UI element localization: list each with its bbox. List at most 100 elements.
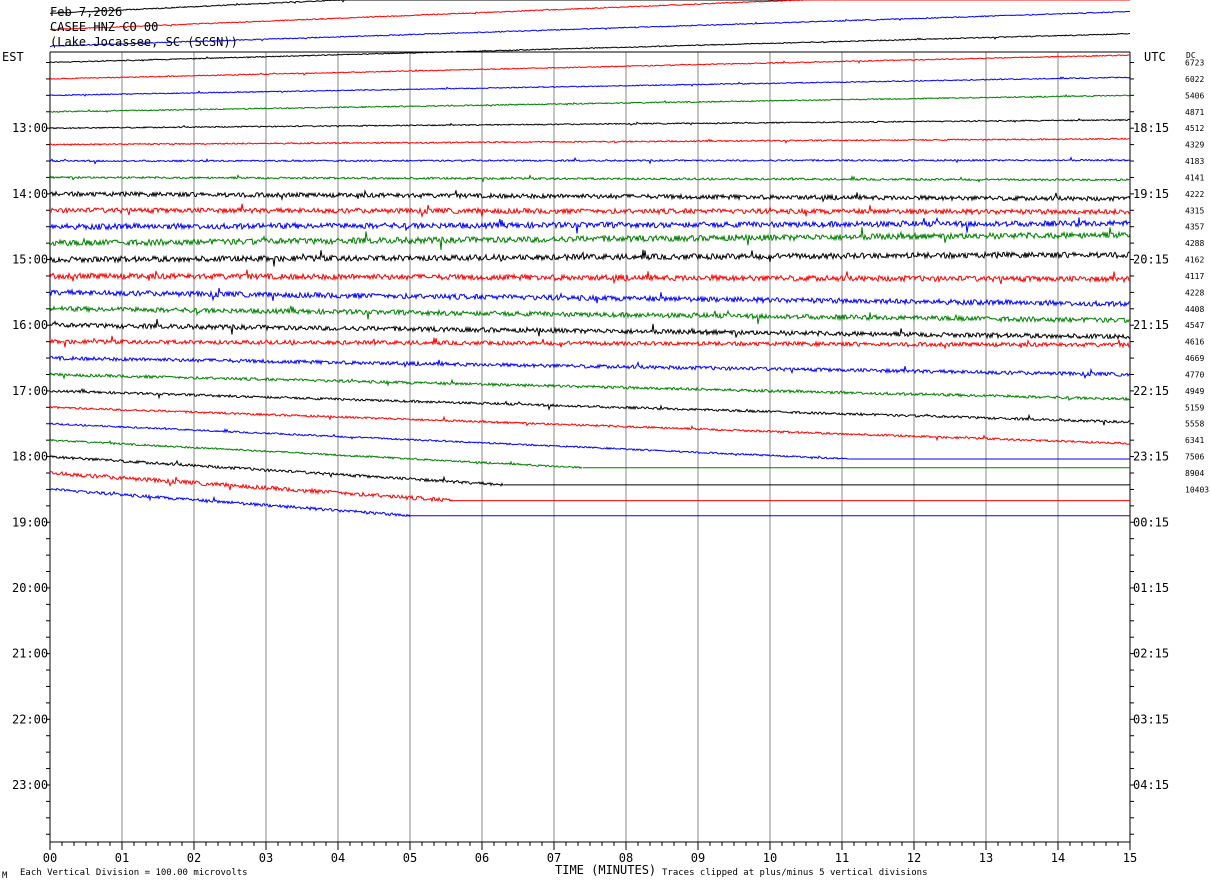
left-hour-label: 16:00 <box>12 318 48 332</box>
left-hour-label: 21:00 <box>12 647 48 661</box>
minute-tick-label: 09 <box>691 851 705 865</box>
dc-offset-label: 4329 <box>1185 141 1204 150</box>
left-hour-label: 23:00 <box>12 778 48 792</box>
right-timezone-label: UTC <box>1144 50 1166 64</box>
dc-offset-label: 6723 <box>1185 59 1204 68</box>
dc-offset-label: 4770 <box>1185 370 1204 379</box>
minute-tick-label: 05 <box>403 851 417 865</box>
minute-grid <box>121 52 1059 842</box>
right-hour-label: 21:15 <box>1133 318 1169 332</box>
trace-row-0 <box>49 32 1131 64</box>
right-hour-label: 23:15 <box>1133 450 1169 464</box>
dc-offset-label: 4408 <box>1185 305 1204 314</box>
dc-offset-label: 4141 <box>1185 173 1204 182</box>
right-hour-labels: 18:15 19:15 20:15 21:15 22:15 23:15 00:15 01:15… <box>1133 121 1169 792</box>
left-hour-label: 18:00 <box>12 450 48 464</box>
left-hour-label: 17:00 <box>12 384 48 398</box>
trace-row-16 <box>49 319 1131 341</box>
dc-offset-label: 5406 <box>1185 91 1204 100</box>
dc-offset-label: 4669 <box>1185 354 1204 363</box>
dc-offset-label: 5558 <box>1185 420 1204 429</box>
trace-row-11 <box>49 226 1131 250</box>
minute-tick-label: 04 <box>331 851 345 865</box>
left-hour-label: 13:00 <box>12 121 48 135</box>
dc-offset-label: 10403 <box>1185 485 1209 494</box>
trace-row-23 <box>49 438 583 470</box>
left-hour-labels: 13:00 14:00 15:00 16:00 17:00 18:00 19:00 20:00… <box>12 121 48 792</box>
trace-row-25 <box>49 471 454 503</box>
trace-row-10 <box>49 216 1131 234</box>
trace-row-24 <box>49 455 504 487</box>
right-hour-label: 02:15 <box>1133 647 1169 661</box>
right-hour-label: 04:15 <box>1133 778 1169 792</box>
right-hour-label: 20:15 <box>1133 253 1169 267</box>
trace-row-2 <box>49 76 1131 97</box>
left-hour-label: 19:00 <box>12 515 48 529</box>
dc-header-label: DC <box>1186 51 1196 60</box>
minute-tick-label: 08 <box>619 851 633 865</box>
trace-row-14 <box>49 287 1131 308</box>
clip-note: Traces clipped at plus/minus 5 vertical … <box>662 868 928 878</box>
trace-row-19 <box>49 372 1131 402</box>
trace-row-12 <box>49 249 1131 267</box>
trace-row-9 <box>50 203 1131 219</box>
trace-row-1 <box>49 54 1131 80</box>
minute-tick-label: 07 <box>547 851 561 865</box>
dc-offset-label: 4228 <box>1185 288 1204 297</box>
left-hour-label: 14:00 <box>12 187 48 201</box>
dc-offset-label: 4616 <box>1185 338 1204 347</box>
minute-tick-label: 10 <box>763 851 777 865</box>
minute-tick-label: 00 <box>43 851 57 865</box>
minute-tick-label: 11 <box>835 851 849 865</box>
minute-tick-label: 13 <box>979 851 993 865</box>
left-hour-label: 22:00 <box>12 712 48 726</box>
left-hour-label: 20:00 <box>12 581 48 595</box>
corner-mark: M <box>2 871 8 881</box>
dc-offset-label: 4162 <box>1185 256 1204 265</box>
trace-row-18 <box>49 355 1131 380</box>
right-hour-label: 22:15 <box>1133 384 1169 398</box>
dc-offset-label: 4183 <box>1185 157 1204 166</box>
dc-offset-label: 6022 <box>1185 75 1204 84</box>
left-hour-label: 15:00 <box>12 253 48 267</box>
header-date: Feb 7,2026 <box>50 5 122 19</box>
dc-offset-label: 4547 <box>1185 321 1204 330</box>
right-hour-label: 19:15 <box>1133 187 1169 201</box>
trace-row-6 <box>49 156 1131 165</box>
trace-row--1 <box>49 10 1131 47</box>
dc-offset-label: 4949 <box>1185 387 1204 396</box>
trace-row--2 <box>49 0 1130 31</box>
minute-tick-label: 15 <box>1123 851 1137 865</box>
trace-row-13 <box>49 269 1131 285</box>
minute-tick-label: 14 <box>1051 851 1065 865</box>
dc-offset-label: 4357 <box>1185 223 1204 232</box>
header-location: (Lake Jocassee, SC (SCSN)) <box>50 35 238 49</box>
dc-offset-label: 6341 <box>1185 436 1204 445</box>
trace-row-5 <box>49 137 1131 146</box>
trace-row-4 <box>49 117 1131 130</box>
plot-frame <box>46 51 1134 850</box>
x-axis-title: TIME (MINUTES) <box>555 863 656 877</box>
right-hour-label: 03:15 <box>1133 712 1169 726</box>
scale-note: Each Vertical Division = 100.00 microvol… <box>20 868 248 878</box>
dc-offset-label: 4288 <box>1185 239 1204 248</box>
trace-row-26 <box>49 487 411 518</box>
minute-tick-label: 03 <box>259 851 273 865</box>
right-hour-label: 01:15 <box>1133 581 1169 595</box>
left-timezone-label: EST <box>2 50 24 64</box>
trace-row-21 <box>49 405 1131 445</box>
dc-offset-label: 4222 <box>1185 190 1204 199</box>
dc-offset-label: 4117 <box>1185 272 1204 281</box>
dc-offset-label: 4871 <box>1185 108 1204 117</box>
trace-row-20 <box>50 387 1131 426</box>
trace-row-22 <box>49 422 850 460</box>
trace-row--3 <box>49 0 1130 14</box>
minute-tick-label: 02 <box>187 851 201 865</box>
minute-tick-labels: 00 01 02 03 04 05 06 07 08 09 10 11 12 13 14 15 <box>43 851 1137 865</box>
dc-offset-label: 8904 <box>1185 469 1204 478</box>
minute-tick-label: 01 <box>115 851 129 865</box>
trace-row-3 <box>49 93 1131 113</box>
right-hour-label: 00:15 <box>1133 515 1169 529</box>
dc-offset-label: 4512 <box>1185 124 1204 133</box>
